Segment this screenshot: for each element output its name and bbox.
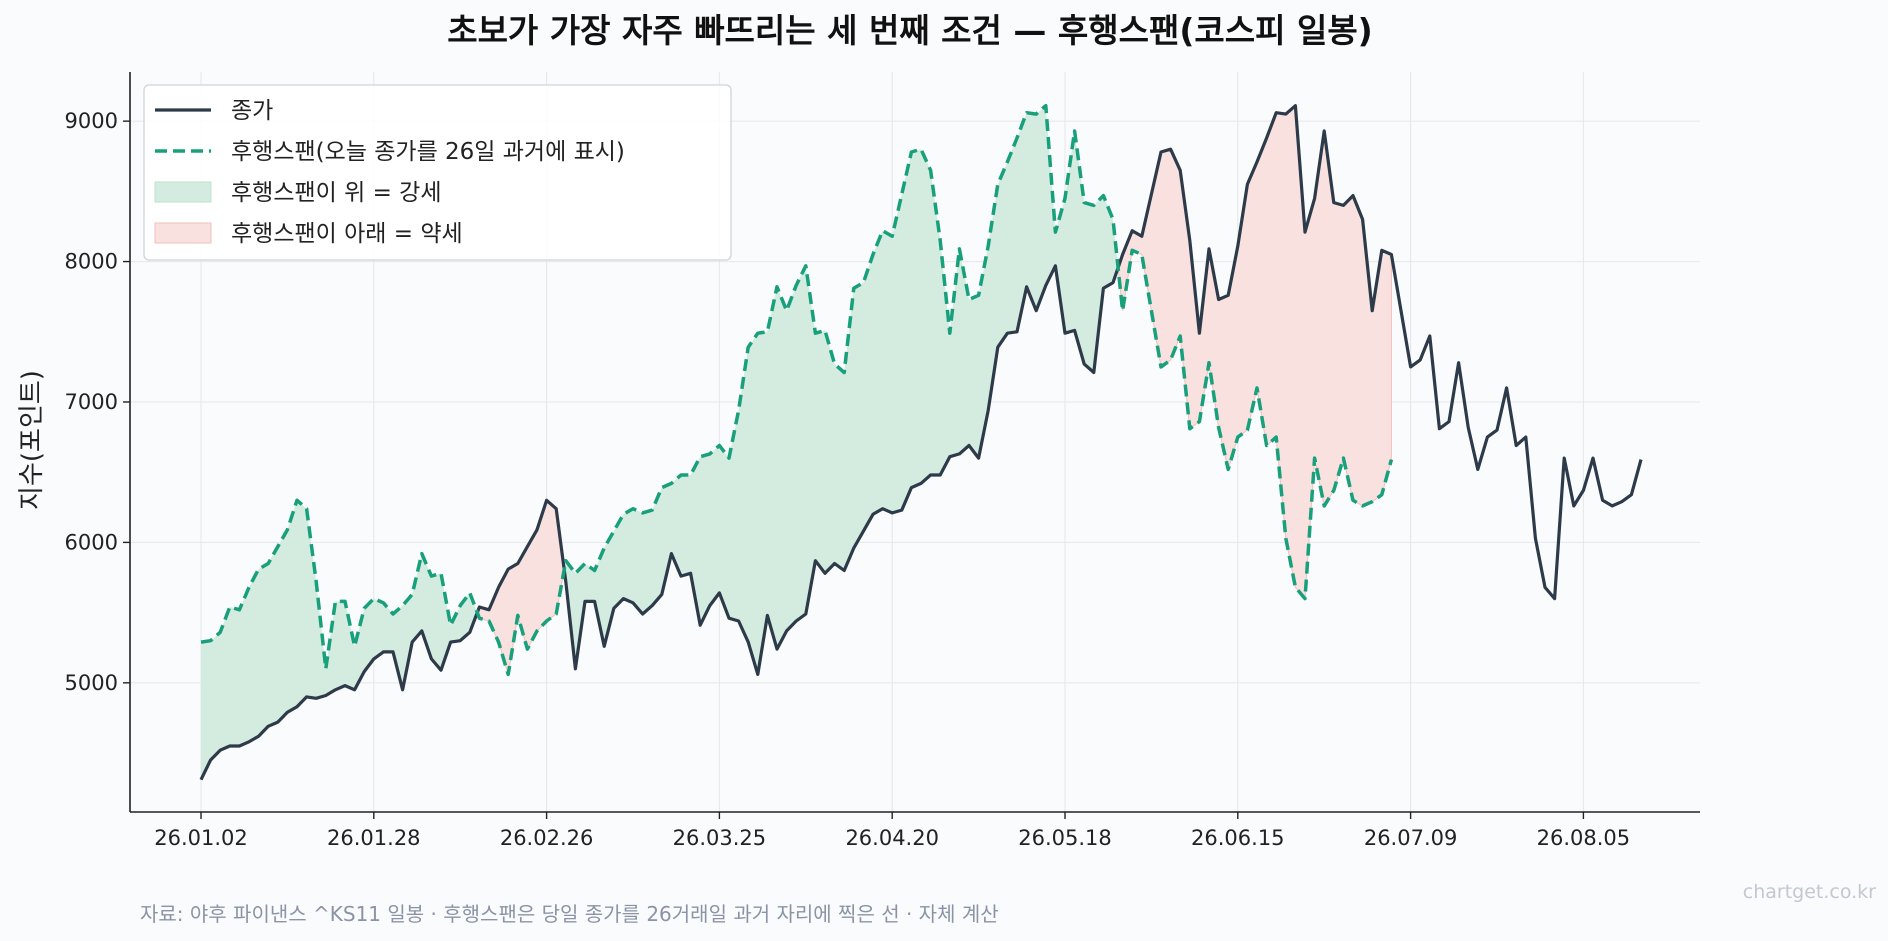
x-tick-label: 26.06.15 [1191,826,1285,850]
x-tick-label: 26.05.18 [1018,826,1112,850]
y-tick-label: 9000 [65,109,118,133]
x-tick-label: 26.04.20 [845,826,939,850]
legend-bull-swatch [154,181,212,203]
legend-bear-label: 후행스팬이 아래 = 약세 [231,221,463,247]
x-tick-label: 26.01.28 [327,826,421,850]
lagging-span-line [200,103,1394,677]
bullish-fill-region [564,105,1119,675]
bullish-fill-region [201,500,478,780]
x-tick-label: 26.07.09 [1364,826,1458,850]
legend-box [143,84,732,261]
x-tick-label: 26.01.02 [154,826,248,850]
x-tick-label: 26.03.25 [673,826,767,850]
x-tick-label: 26.02.26 [500,826,594,850]
chart-title: 초보가 가장 자주 빠뜨리는 세 번째 조건 — 후행스팬(코스피 일봉) [447,11,1373,50]
legend: 종가 후행스팬(오늘 종가를 26일 과거에 표시) 후행스팬이 위 = 강세 … [143,84,732,261]
close-price-line [199,104,1643,781]
legend-bull-label: 후행스팬이 위 = 강세 [231,180,442,206]
series-lines [199,103,1643,781]
axes: 5000 6000 7000 8000 9000 26.01.02 26.01.28 26.0… [65,72,1700,850]
y-tick-label: 8000 [65,250,118,274]
legend-close-label: 종가 [231,98,273,124]
y-tick-label: 7000 [65,390,118,414]
x-tick-label: 26.08.05 [1537,826,1631,850]
legend-lagging-label: 후행스팬(오늘 종가를 26일 과거에 표시) [231,139,625,165]
legend-bear-swatch [154,222,212,244]
watermark: chartget.co.kr [1743,881,1876,903]
y-tick-label: 5000 [65,671,118,695]
y-tick-label: 6000 [65,530,118,554]
source-note: 자료: 야후 파이낸스 ^KS11 일봉 · 후행스팬은 당일 종가를 26거래… [140,902,999,926]
y-axis-label: 지수(포인트) [17,370,47,510]
